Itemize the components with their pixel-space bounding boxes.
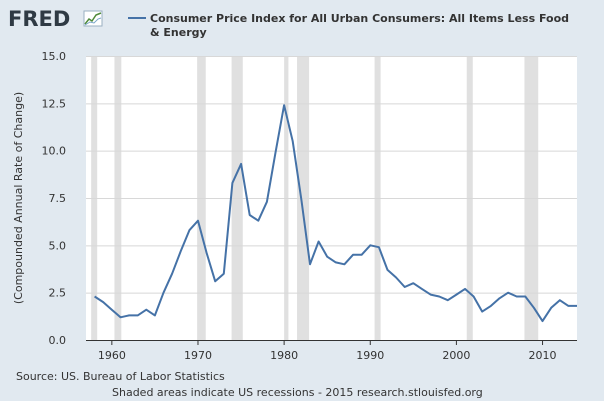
y-axis-label: (Compounded Annual Rate of Change): [12, 92, 25, 304]
y-tick-label: 2.5: [49, 287, 67, 300]
y-tick-label: 10.0: [42, 145, 67, 158]
recession-note: Shaded areas indicate US recessions - 20…: [112, 386, 483, 399]
legend-label: Consumer Price Index for All Urban Consu…: [150, 12, 573, 39]
x-tick-label: 2010: [529, 349, 557, 362]
x-tick-label: 1980: [270, 349, 298, 362]
y-tick-label: 0.0: [49, 334, 67, 347]
y-tick-label: 7.5: [49, 192, 67, 205]
x-tick-label: 1990: [356, 349, 384, 362]
series-layer: [94, 104, 577, 323]
fred-logo-text: FRED: [8, 7, 70, 31]
source-text: Source: US. Bureau of Labor Statistics: [16, 370, 225, 383]
legend: Consumer Price Index for All Urban Consu…: [128, 12, 573, 39]
x-tick-label: 2000: [442, 349, 470, 362]
y-tick-label: 5.0: [49, 239, 67, 252]
y-tick-label: 12.5: [42, 97, 67, 110]
fred-logo[interactable]: FRED: [8, 7, 103, 31]
y-axis-ticks: 0.0 2.5 5.0 7.5 10.0 12.5 15.0: [42, 50, 67, 347]
x-tick-label: 1960: [98, 349, 126, 362]
x-axis-ticks: 1960 1970 1980 1990 2000 2010: [98, 340, 557, 362]
chart-sparkline-icon: [83, 10, 103, 27]
x-tick-label: 1970: [184, 349, 212, 362]
gridlines: [86, 56, 577, 294]
series-line-0[interactable]: [94, 104, 577, 323]
y-tick-label: 15.0: [42, 50, 67, 63]
